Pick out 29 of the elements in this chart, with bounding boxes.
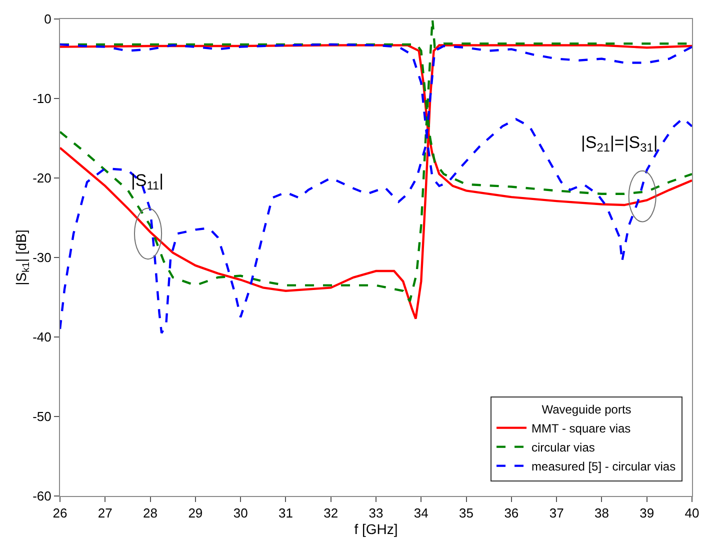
x-tick-label: 35 [459, 506, 474, 521]
legend-label: measured [5] - circular vias [532, 459, 676, 474]
x-tick-label: 32 [324, 506, 338, 521]
x-tick-label: 28 [143, 506, 158, 521]
x-tick-label: 31 [278, 506, 293, 521]
x-axis-title: f [GHz] [354, 520, 398, 537]
legend-label: MMT - square vias [532, 421, 631, 436]
x-tick-label: 38 [594, 506, 609, 521]
x-tick-label: 27 [98, 506, 112, 521]
y-tick-label: -20 [32, 170, 52, 186]
legend-title: Waveguide ports [542, 402, 632, 416]
legend-label: circular vias [532, 440, 595, 454]
x-tick-label: 36 [504, 506, 519, 521]
x-tick-label: 39 [640, 506, 654, 521]
x-tick-label: 26 [52, 506, 68, 521]
x-tick-label: 34 [414, 506, 428, 521]
x-tick-label: 33 [368, 506, 384, 521]
x-tick-label: 30 [233, 506, 248, 521]
y-tick-label: 0 [44, 12, 52, 27]
y-tick-label: -30 [32, 250, 52, 266]
x-tick-label: 37 [549, 506, 564, 521]
x-tick-label: 29 [188, 506, 203, 521]
y-tick-label: -60 [32, 488, 52, 504]
y-tick-label: -10 [32, 91, 52, 106]
annotation: |S$_{11}$| [131, 171, 164, 193]
x-tick-label: 40 [684, 506, 700, 521]
annotation: |S$_{21}$|=|S$_{31}$| [581, 133, 658, 155]
y-tick-label: -50 [32, 409, 52, 424]
y-tick-label: -40 [32, 330, 52, 345]
